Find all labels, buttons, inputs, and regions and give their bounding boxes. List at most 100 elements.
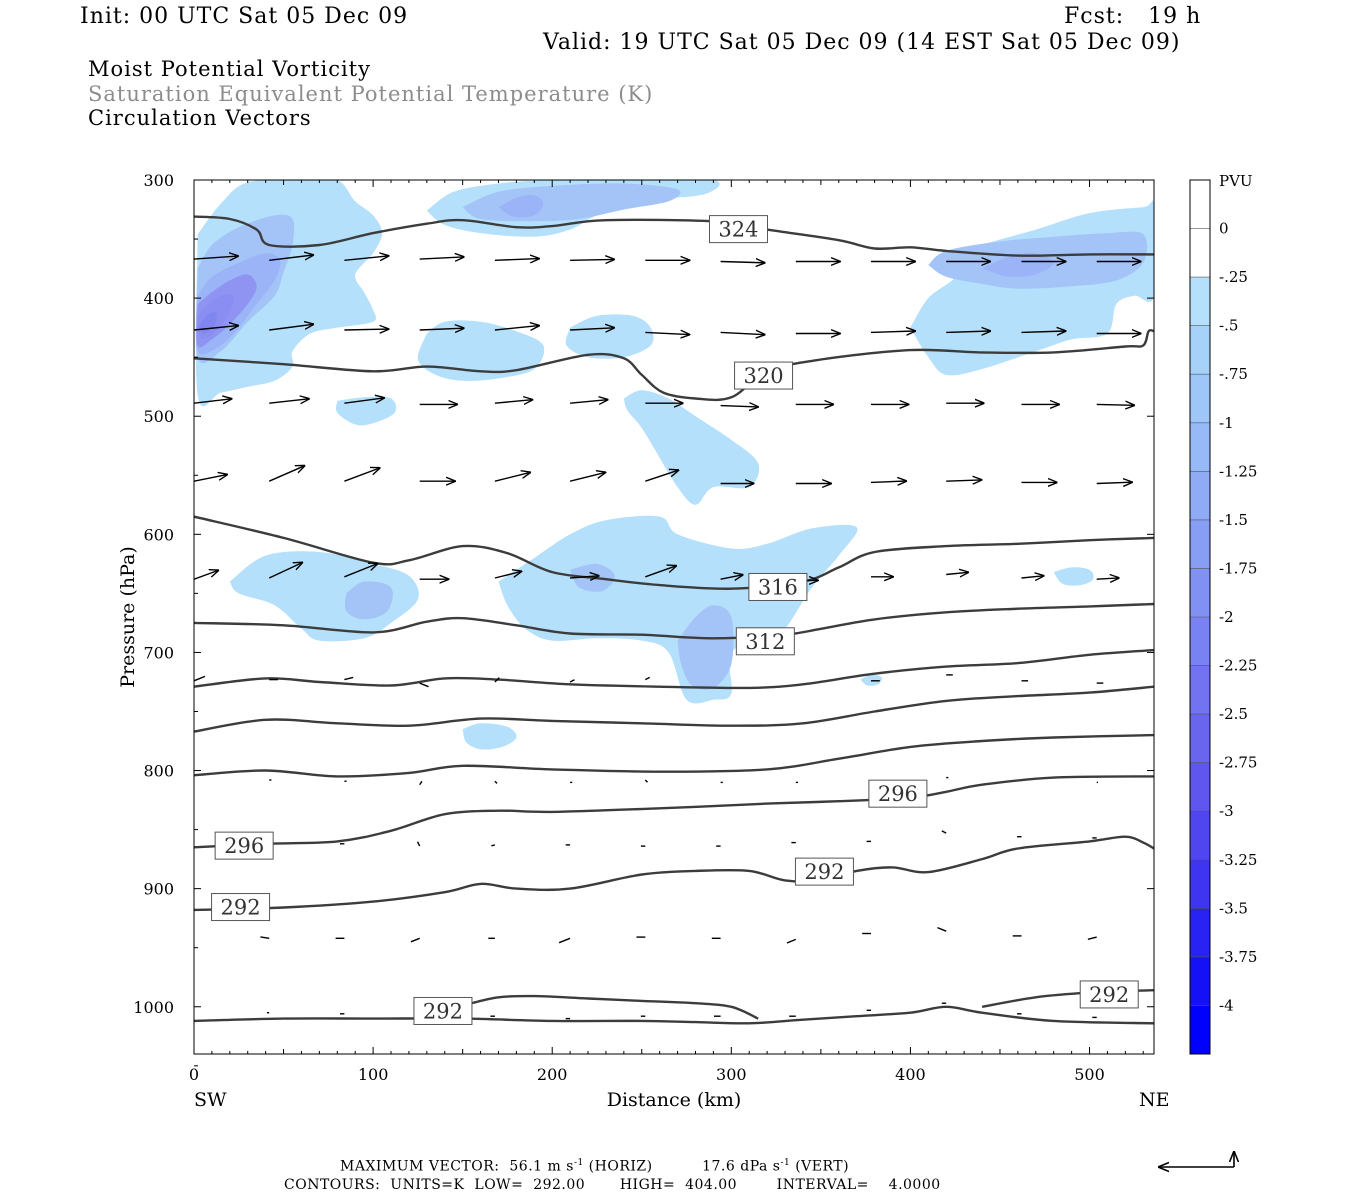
circulation-vector: [569, 679, 575, 683]
circulation-vector: [194, 256, 238, 259]
circulation-vector: [344, 256, 388, 260]
circulation-vector: [410, 937, 420, 943]
circulation-vector: [494, 677, 500, 683]
title-vectors: Circulation Vectors: [88, 106, 312, 130]
max-vert-value: 17.6 dPa s: [702, 1158, 781, 1175]
circulation-vector: [269, 255, 313, 261]
x-tick-label: 100: [358, 1065, 389, 1084]
y-tick-label: 800: [143, 762, 174, 781]
pv-region: [335, 396, 397, 426]
horiz-exp: -1: [573, 1158, 584, 1168]
title-theta-es: Saturation Equivalent Potential Temperat…: [88, 82, 654, 106]
theta-contour-line: [194, 648, 1154, 690]
colorbar-swatch: [1190, 617, 1210, 667]
theta-contour-line: [194, 685, 1154, 733]
forecast-hour: Fcst: 19 h: [1064, 4, 1202, 29]
pv-region: [462, 723, 517, 750]
circulation-vector: [416, 841, 421, 847]
horiz-tag: (HORIZ): [588, 1158, 653, 1175]
circulation-vector: [1021, 331, 1066, 332]
colorbar-swatch: [1190, 325, 1210, 375]
y-tick-label: 400: [143, 289, 174, 308]
pv-region: [677, 605, 734, 690]
x-axis-title: Distance (km): [607, 1089, 742, 1111]
colorbar-swatch: [1190, 228, 1210, 278]
pv-region: [623, 390, 760, 505]
contour-info: CONTOURS: UNITS=K LOW= 292.00 HIGH= 404.…: [284, 1177, 941, 1193]
title-pv: Moist Potential Vorticity: [88, 57, 371, 81]
circulation-vector: [419, 328, 464, 330]
pv-region: [982, 252, 1054, 278]
colorbar-level-label: -1.25: [1219, 462, 1257, 480]
circulation-vector: [1096, 482, 1132, 483]
vert-tag: (VERT): [795, 1158, 850, 1175]
contour-label: 292: [1089, 983, 1129, 1007]
circulation-vector: [494, 780, 498, 784]
contour-label-box: [708, 215, 768, 244]
x-tick-label: 200: [537, 1065, 568, 1084]
contour-label-box: [211, 893, 271, 922]
x-tick-label: 500: [1074, 1065, 1105, 1084]
colorbar-frame: [1189, 179, 1211, 1055]
axes: 300 400 500 600 700 800 900 1000 0 100 200 300 400 50…: [133, 171, 1154, 1084]
max-vector-line: MAXIMUM VECTOR: 56.1 m s-1 (HORIZ) 17.6 …: [340, 1158, 849, 1175]
circulation-vector: [344, 329, 388, 330]
colorbar-level-label: -3.25: [1219, 851, 1257, 869]
plot-frame: [193, 179, 1155, 1055]
circulation-vector: [268, 563, 302, 579]
circulation-vector: [269, 399, 309, 403]
contour-label: 296: [878, 782, 918, 806]
circulation-vector: [720, 262, 765, 263]
colorbar-swatch: [1190, 859, 1210, 909]
circulation-vector: [494, 400, 532, 404]
circulation-vector: [569, 472, 605, 482]
circulation-vector: [494, 472, 530, 482]
circulation-vector: [260, 936, 270, 939]
colorbar-level-label: -2.25: [1219, 657, 1257, 675]
colorbar-level-label: -1: [1219, 414, 1234, 432]
theta-contour-line: [194, 835, 1154, 912]
pv-colorbar: 0 -.25 -.5 -.75 -1 -1.25 -1.5 -1.75 -2 -2.25 -2.5 -…: [1189, 179, 1257, 1055]
theta-contour-line: [194, 215, 1154, 257]
contour-label: 292: [221, 896, 261, 920]
contour-label: 292: [804, 860, 844, 884]
circulation-vector: [344, 468, 379, 482]
colorbar-swatch: [1190, 1005, 1210, 1055]
circulation-vector: [344, 676, 354, 681]
max-horiz-value: 56.1 m s: [509, 1158, 574, 1175]
valid-time: Valid: 19 UTC Sat 05 Dec 09 (14 EST Sat …: [543, 30, 1181, 55]
circulation-vector: [644, 676, 651, 681]
circulation-vector: [941, 830, 947, 834]
theta-contour-line: [471, 994, 759, 1020]
pv-region: [417, 320, 545, 381]
circulation-vector: [937, 926, 947, 932]
colorbar-swatch: [1190, 714, 1210, 764]
circulation-vector: [870, 331, 915, 332]
colorbar-level-label: -.5: [1219, 317, 1238, 335]
circulation-vector: [344, 398, 384, 404]
contour-label: 320: [744, 364, 784, 388]
circulation-vector: [1096, 578, 1119, 579]
pv-region: [498, 195, 544, 218]
y-tick-label: 500: [143, 407, 174, 426]
max-vector-label: MAXIMUM VECTOR:: [340, 1158, 500, 1175]
circulation-vector: [645, 566, 676, 578]
init-time: Init: 00 UTC Sat 05 Dec 09: [80, 4, 409, 29]
colorbar-swatch: [1190, 762, 1210, 812]
theta-es-contours: [194, 215, 1154, 1025]
circulation-vector: [1021, 576, 1044, 578]
circulation-vector: [946, 572, 968, 574]
circulation-vector: [494, 259, 539, 261]
circulation-vector: [570, 576, 599, 578]
pv-region: [1053, 567, 1094, 586]
x-tick-label: 0: [189, 1065, 199, 1084]
y-tick-label: 700: [143, 643, 174, 662]
circulation-vector: [720, 575, 743, 579]
colorbar-swatch: [1190, 374, 1210, 424]
contour-label-box: [748, 572, 808, 601]
reference-vector-icon: [1159, 1152, 1234, 1167]
circulation-vector: [558, 937, 571, 944]
contour-label-box: [1079, 980, 1139, 1009]
contour-label: 324: [718, 218, 758, 242]
